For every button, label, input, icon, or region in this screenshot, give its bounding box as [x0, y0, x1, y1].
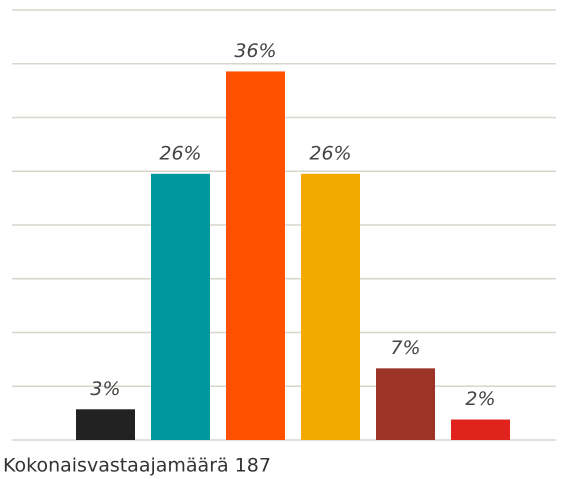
- value-label: 26%: [159, 142, 201, 164]
- value-label: 7%: [390, 337, 420, 359]
- bar: [76, 409, 135, 440]
- value-label: 2%: [465, 388, 495, 410]
- value-label: 3%: [90, 378, 120, 400]
- value-label: 26%: [309, 142, 351, 164]
- value-label: 36%: [234, 40, 276, 62]
- bar: [376, 368, 435, 440]
- bar: [151, 173, 210, 441]
- bar: [451, 419, 510, 440]
- caption: Kokonaisvastaajamäärä 187: [3, 455, 271, 477]
- bar: [226, 71, 285, 440]
- bar: [301, 173, 360, 441]
